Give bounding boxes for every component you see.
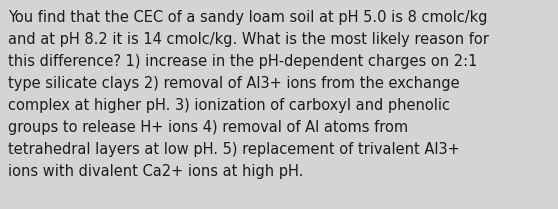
Text: ions with divalent Ca2+ ions at high pH.: ions with divalent Ca2+ ions at high pH. <box>8 164 304 179</box>
Text: tetrahedral layers at low pH. 5) replacement of trivalent Al3+: tetrahedral layers at low pH. 5) replace… <box>8 142 460 157</box>
Text: groups to release H+ ions 4) removal of Al atoms from: groups to release H+ ions 4) removal of … <box>8 120 408 135</box>
Text: and at pH 8.2 it is 14 cmolc/kg. What is the most likely reason for: and at pH 8.2 it is 14 cmolc/kg. What is… <box>8 32 489 47</box>
Text: type silicate clays 2) removal of Al3+ ions from the exchange: type silicate clays 2) removal of Al3+ i… <box>8 76 460 91</box>
Text: You find that the CEC of a sandy loam soil at pH 5.0 is 8 cmolc/kg: You find that the CEC of a sandy loam so… <box>8 10 488 25</box>
Text: complex at higher pH. 3) ionization of carboxyl and phenolic: complex at higher pH. 3) ionization of c… <box>8 98 450 113</box>
Text: this difference? 1) increase in the pH-dependent charges on 2:1: this difference? 1) increase in the pH-d… <box>8 54 478 69</box>
